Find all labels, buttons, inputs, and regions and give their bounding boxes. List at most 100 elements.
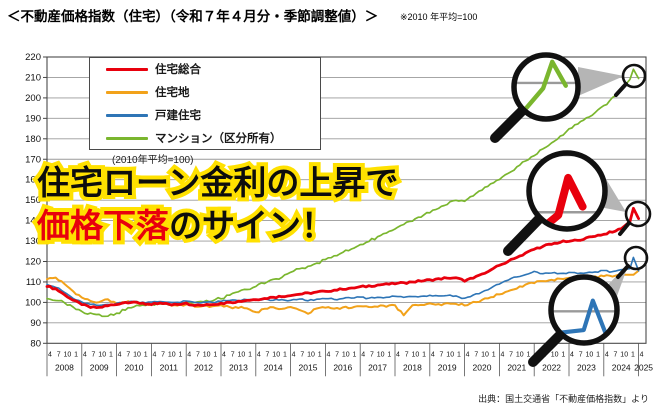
svg-text:2021: 2021 [507,362,526,372]
svg-text:4: 4 [570,351,574,358]
svg-text:2014: 2014 [264,362,283,372]
svg-text:2018: 2018 [403,362,422,372]
overlay-headline-2-outline: 価格下落のサイン！ [33,204,338,247]
overlay-headline-1-text: 住宅ローン金利の上昇で [37,164,399,201]
magnifier-handle-icon [528,329,566,367]
svg-text:150: 150 [25,195,41,206]
small-magnifier-icon-1 [624,200,652,228]
source-credit: 出典：国土交通省「不動産価格指数」より [478,394,649,404]
svg-text:10: 10 [168,351,176,358]
legend-swatch-icon [106,90,148,94]
svg-text:4: 4 [152,351,156,358]
svg-text:7: 7 [509,351,513,358]
svg-text:10: 10 [272,351,280,358]
svg-text:1: 1 [631,351,635,358]
svg-text:2008: 2008 [55,362,74,372]
magnifier-handle-icon [490,105,528,143]
legend-label: 住宅総合 [155,64,201,76]
magnifier-ring-icon [526,150,608,232]
svg-text:130: 130 [25,236,41,247]
svg-text:10: 10 [586,351,594,358]
magnifier-lens-0 [490,52,581,143]
svg-text:4: 4 [222,351,226,358]
series [45,68,640,318]
svg-text:220: 220 [25,52,41,63]
svg-text:10: 10 [133,351,141,358]
magnifier-wedge-0 [578,67,624,96]
svg-text:4: 4 [326,351,330,358]
svg-text:140: 140 [25,216,41,227]
small-magnifier-handle-icon [616,264,630,279]
svg-text:10: 10 [620,351,628,358]
svg-text:1: 1 [109,351,113,358]
svg-text:10: 10 [342,351,350,358]
legend-swatch-icon [106,113,148,117]
svg-text:2025: 2025 [634,362,653,372]
overlay-headline-2-text: 価格下落のサイン！ [37,207,334,244]
series-3 [46,68,640,318]
svg-text:2012: 2012 [194,362,213,372]
series-0 [45,206,640,309]
svg-text:1: 1 [492,351,496,358]
svg-text:1: 1 [353,351,357,358]
svg-text:120: 120 [25,257,41,268]
svg-text:7: 7 [335,351,339,358]
svg-text:1: 1 [144,351,148,358]
svg-text:10: 10 [516,351,524,358]
legend-base-note: (2010年平均=100) [112,155,194,166]
svg-text:4: 4 [500,351,504,358]
svg-text:7: 7 [440,351,444,358]
svg-text:1: 1 [318,351,322,358]
legend-swatch-icon [106,136,148,140]
svg-text:2013: 2013 [229,362,248,372]
magnifier-ring-icon [511,52,581,122]
svg-text:7: 7 [161,351,165,358]
y-axis: 80 90 100 110 120 130 140 150 160 170 180 190 200 210… [25,52,47,349]
legend-label: 住宅地 [155,87,190,99]
svg-text:200: 200 [25,93,41,104]
svg-text:1: 1 [387,351,391,358]
svg-text:4: 4 [83,351,87,358]
svg-text:7: 7 [474,351,478,358]
svg-text:170: 170 [25,154,41,165]
legend-item-2: 戸建住宅 [106,107,320,123]
svg-text:4: 4 [431,351,435,358]
overlay-headline-1: 住宅ローン金利の上昇で 住宅ローン金利の上昇で [33,161,402,203]
svg-text:4: 4 [361,351,365,358]
magnifier-lens-2 [528,274,620,367]
svg-text:1: 1 [527,351,531,358]
svg-text:10: 10 [203,351,211,358]
svg-text:4: 4 [466,351,470,358]
small-magnifier-handle-icon [614,82,628,97]
svg-text:1: 1 [248,351,252,358]
svg-text:210: 210 [25,72,41,83]
base-year-note: ※2010 年平均=100 [400,12,478,22]
svg-text:2022: 2022 [542,362,561,372]
svg-text:190: 190 [25,113,41,124]
svg-text:7: 7 [126,351,130,358]
svg-text:10: 10 [446,351,454,358]
svg-text:7: 7 [614,351,618,358]
svg-text:4: 4 [640,351,644,358]
magnifier-ring-icon [548,274,620,346]
magnifier-lens-1 [503,150,608,256]
svg-text:4: 4 [396,351,400,358]
svg-text:7: 7 [57,351,61,358]
svg-text:1: 1 [213,351,217,358]
svg-text:1: 1 [596,351,600,358]
svg-text:2016: 2016 [333,362,352,372]
svg-text:2015: 2015 [299,362,318,372]
svg-text:7: 7 [405,351,409,358]
legend-label: マンション（区分所有） [155,133,282,145]
svg-text:7: 7 [92,351,96,358]
svg-text:10: 10 [481,351,489,358]
svg-text:10: 10 [238,351,246,358]
svg-text:2017: 2017 [368,362,387,372]
overlay-headline-1-outline: 住宅ローン金利の上昇で [33,161,402,203]
svg-text:90: 90 [30,318,41,329]
svg-text:10: 10 [307,351,315,358]
svg-text:1: 1 [74,351,78,358]
svg-text:2009: 2009 [90,362,109,372]
svg-text:7: 7 [231,351,235,358]
svg-text:2024: 2024 [612,362,631,372]
